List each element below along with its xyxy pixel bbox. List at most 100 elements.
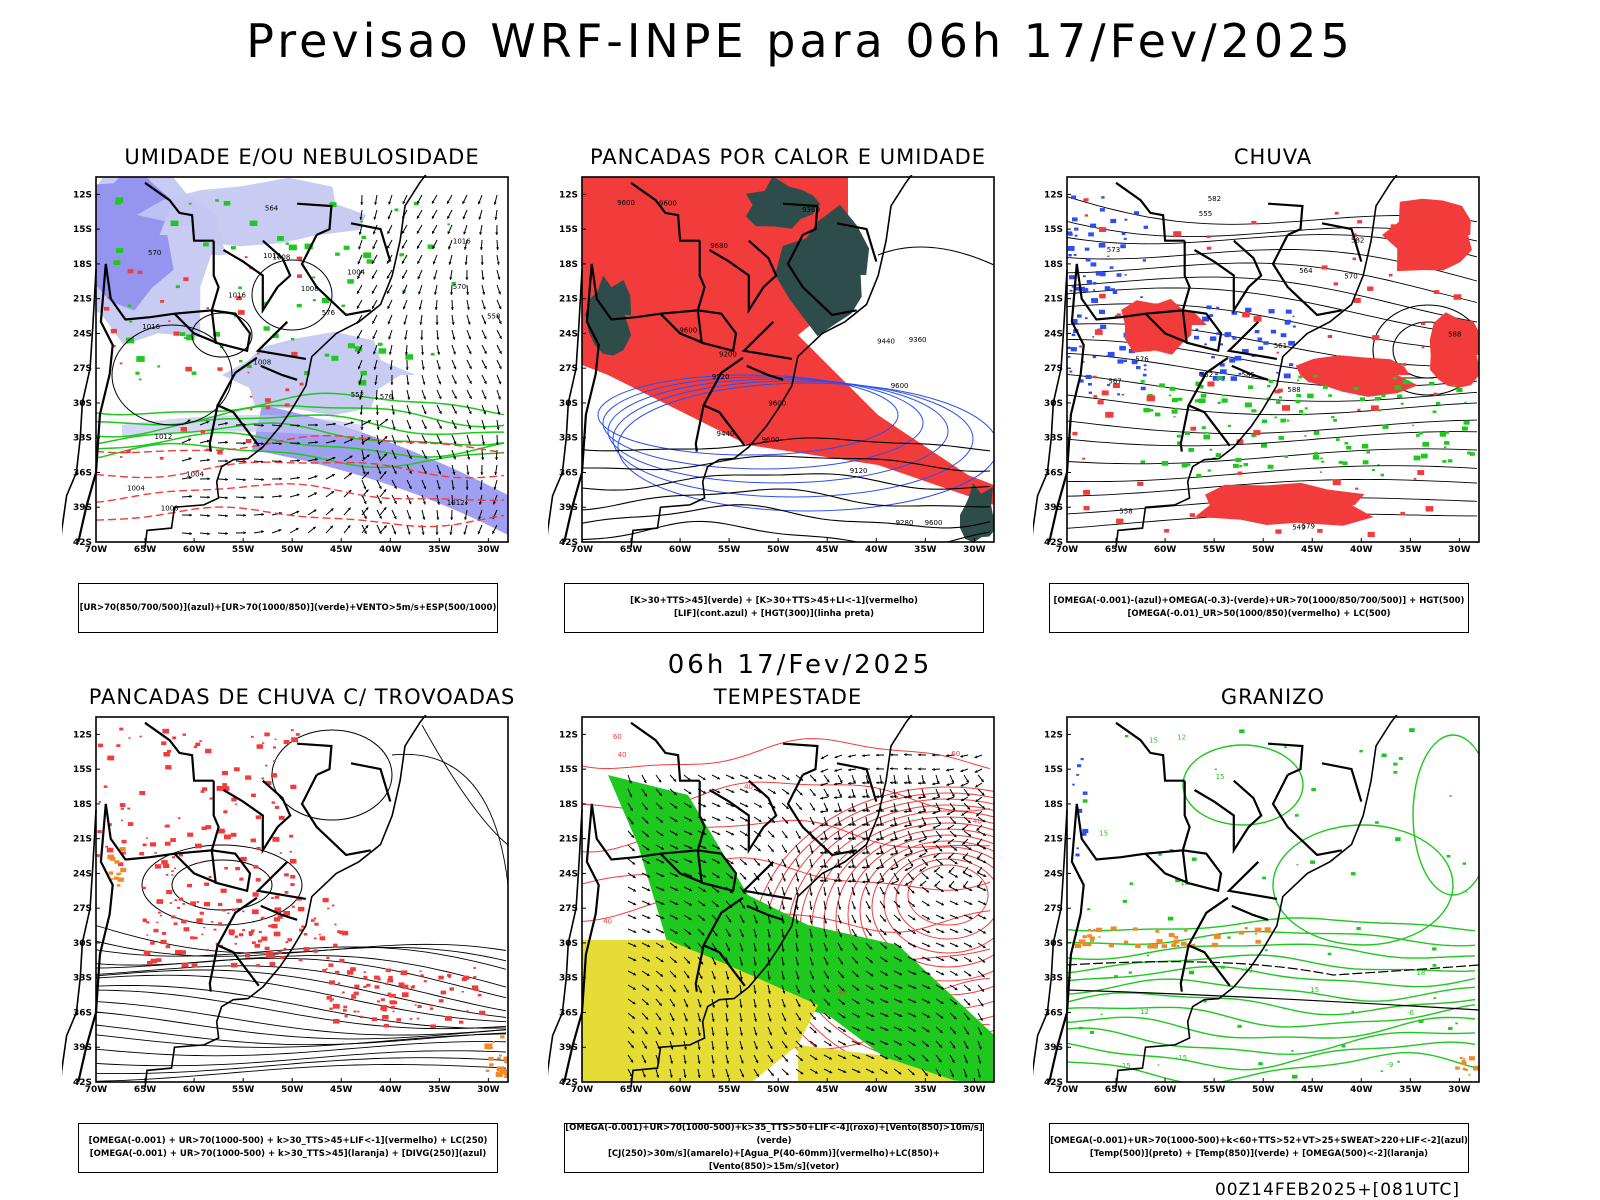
precip-cell — [284, 403, 290, 407]
precip-cell — [1463, 420, 1470, 425]
wind-arrowhead — [711, 1019, 715, 1022]
wind-arrowhead — [644, 793, 647, 797]
precip-cell — [1320, 457, 1323, 460]
precip-cell — [1087, 943, 1092, 947]
wind-arrowhead — [960, 783, 964, 787]
precip-cell — [1390, 224, 1398, 229]
lc850-contour — [907, 864, 989, 926]
precip-cell — [222, 783, 228, 787]
wind-arrowhead — [675, 860, 679, 863]
precip-cell — [271, 923, 278, 929]
temp850-contour — [1067, 965, 1476, 988]
wind-arrowhead — [631, 848, 635, 852]
lat-tick-label: 39S — [559, 503, 578, 513]
wind-arrowhead — [769, 1032, 772, 1036]
wind-arrowhead — [862, 823, 865, 827]
wind-arrowhead — [379, 500, 382, 504]
precip-cell — [390, 1005, 395, 1009]
precip-cell — [298, 958, 303, 962]
lat-tick-label: 27S — [73, 364, 92, 374]
wind-arrowhead — [278, 529, 282, 532]
wind-arrowhead — [969, 888, 973, 891]
precip-cell — [1173, 231, 1182, 237]
precip-cell — [240, 856, 247, 862]
precip-cell — [265, 780, 272, 785]
streamline — [271, 729, 393, 821]
wind-arrowhead — [482, 291, 486, 295]
precip-cell — [1292, 1074, 1298, 1079]
wind-arrowhead — [884, 945, 887, 949]
precip-cell — [1215, 373, 1218, 376]
wind-arrowhead — [386, 275, 390, 279]
lat-tick-label: 30S — [559, 399, 578, 409]
precip-cell — [1093, 289, 1096, 291]
precip-cell — [1432, 964, 1437, 967]
wind-arrowhead — [871, 1042, 875, 1045]
wind-arrowhead — [869, 960, 873, 963]
lon-tick-label: 35W — [914, 1085, 937, 1095]
wind-arrowhead — [331, 491, 335, 494]
wind-arrowhead — [661, 916, 665, 919]
wind-arrowhead — [954, 1001, 957, 1005]
wind-arrowhead — [450, 307, 454, 310]
contour-label: 1012 — [155, 433, 173, 441]
wind-arrowhead — [348, 472, 352, 476]
precip-cell — [118, 862, 124, 867]
contour-label: 9600 — [891, 382, 909, 390]
wind-arrowhead — [862, 809, 865, 813]
precip-cell — [180, 427, 187, 432]
precip-cell — [117, 877, 124, 882]
country-border — [1231, 364, 1269, 381]
precip-cell — [118, 872, 122, 875]
precip-cell — [105, 845, 109, 848]
lat-tick-label: 30S — [1044, 939, 1063, 949]
wind-arrowhead — [350, 438, 354, 442]
wind-arrowhead — [968, 847, 972, 850]
wind-arrowhead — [685, 989, 689, 993]
precip-cell — [497, 1057, 501, 1060]
hgt-contour — [877, 246, 994, 266]
precip-cell — [146, 934, 149, 936]
wind-arrowhead — [189, 513, 192, 517]
precip-cell — [1448, 1026, 1453, 1030]
lat-tick-label: 24S — [1044, 329, 1063, 339]
precip-cell — [159, 456, 164, 460]
precip-cell — [304, 371, 311, 376]
country-border — [1187, 896, 1231, 987]
precip-cell — [347, 343, 355, 349]
wind-arrowhead — [941, 930, 945, 933]
streamline — [96, 1064, 507, 1082]
temp850-contour — [1067, 943, 1476, 960]
wind-arrowhead — [798, 1031, 802, 1035]
wind-arrowhead — [953, 834, 957, 838]
wind-arrowhead — [781, 921, 785, 924]
precip-cell — [150, 941, 155, 945]
precip-cell — [1140, 296, 1143, 298]
wind-arrowhead — [684, 1032, 688, 1036]
wind-arrowhead — [834, 879, 837, 883]
precip-cell — [1459, 1056, 1463, 1059]
wind-arrowhead — [770, 1073, 774, 1076]
precip-cell — [161, 860, 168, 865]
precip-cell — [363, 985, 367, 988]
contour-label: 9360 — [802, 206, 820, 214]
precip-cell — [301, 925, 305, 928]
wind-arrowhead — [856, 987, 860, 991]
lat-tick-label: 12S — [1044, 190, 1063, 200]
precip-cell — [1313, 375, 1318, 378]
precip-cell — [217, 450, 223, 455]
contour-label: 9600 — [659, 199, 677, 207]
wind-arrowhead — [730, 861, 734, 864]
precip-cell — [1095, 271, 1103, 276]
wind-arrowhead — [726, 1074, 730, 1078]
precip-cell — [119, 803, 126, 807]
country-border — [741, 861, 793, 900]
precip-cell — [1447, 379, 1454, 384]
contour-label: 15 — [1180, 879, 1189, 887]
precip-cell — [1189, 970, 1195, 975]
wind-arrowhead — [983, 860, 987, 864]
wind-arrowhead — [977, 856, 980, 860]
contour-label: 40 — [838, 989, 847, 997]
precip-cell — [252, 909, 259, 915]
